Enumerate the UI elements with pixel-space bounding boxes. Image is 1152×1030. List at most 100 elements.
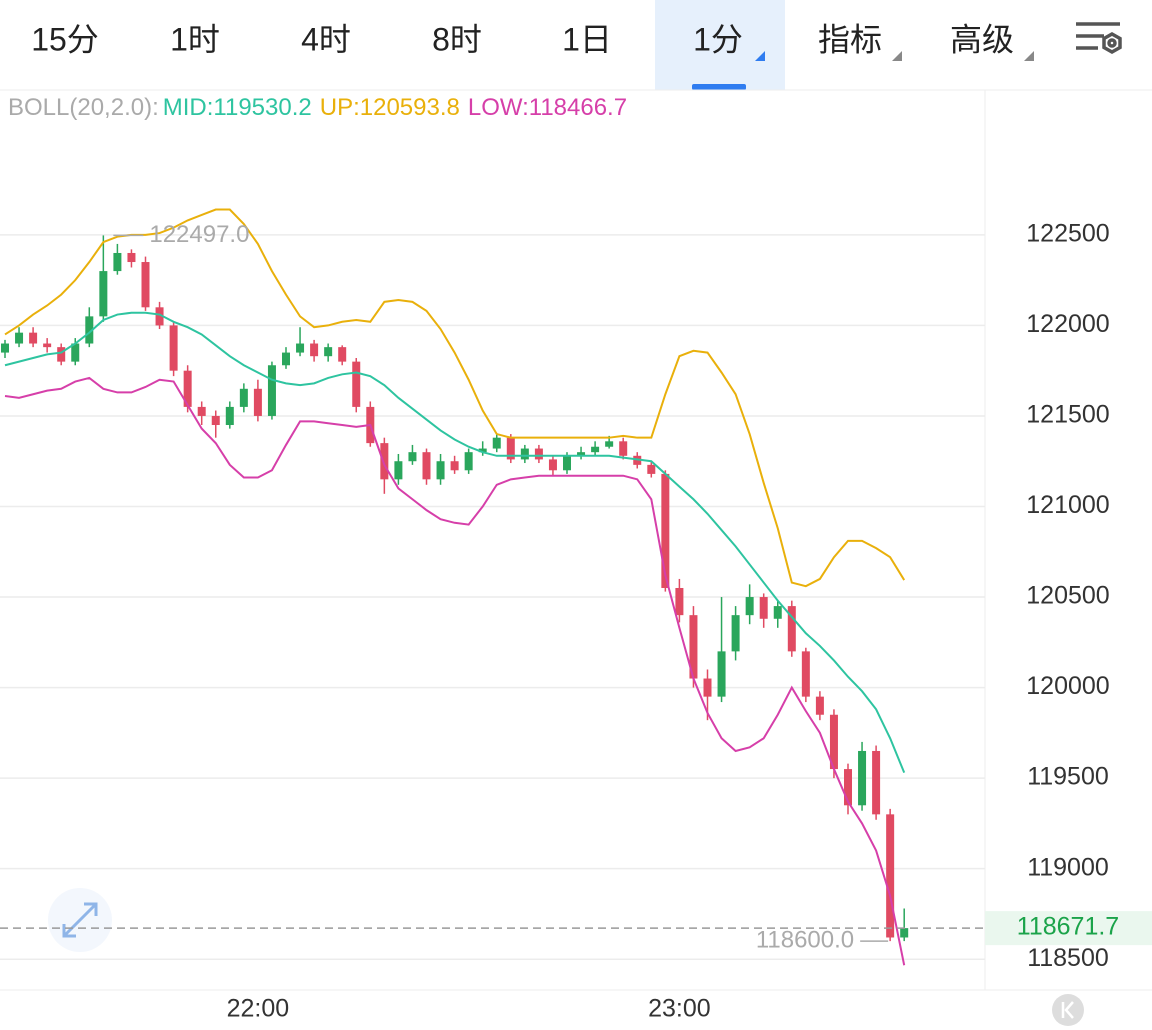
last-price-box: [985, 911, 1152, 946]
y-tick-label: 119500: [1027, 763, 1109, 791]
tab[interactable]: 4时: [301, 21, 351, 57]
candle-body: [858, 750, 867, 806]
candle-body: [127, 252, 136, 263]
legend-entry: MID:119530.2: [163, 94, 312, 121]
candle-body: [71, 343, 80, 362]
tab[interactable]: 指标: [818, 21, 882, 57]
y-tick-label: 119000: [1027, 853, 1109, 881]
candle-body: [577, 452, 586, 456]
candle-body: [211, 415, 220, 426]
boll-line: [4, 376, 906, 966]
candle-body: [591, 446, 600, 453]
annotation-label: 122497.0: [149, 221, 249, 248]
candle-body: [647, 464, 656, 474]
candle-body: [773, 606, 782, 619]
candle-body: [310, 343, 319, 357]
boll-line: [4, 311, 906, 774]
candle-body: [267, 365, 276, 416]
candle-body: [872, 750, 881, 815]
candle-body: [703, 678, 712, 697]
tab[interactable]: 1日: [562, 21, 612, 57]
candle-body: [745, 597, 754, 616]
candle-body: [478, 448, 487, 453]
candle-body: [113, 252, 122, 272]
candle-body: [886, 814, 895, 938]
candle-body: [450, 461, 459, 471]
candle-body: [759, 597, 768, 619]
dropdown-arrow: [1024, 51, 1034, 61]
candle-body: [661, 473, 670, 588]
candle-body: [844, 769, 852, 806]
candle-body: [197, 406, 206, 416]
candle-body: [829, 714, 838, 770]
candle-body: [338, 347, 347, 362]
candle-body: [57, 347, 66, 362]
candle-body: [506, 437, 515, 460]
candle-body: [394, 461, 403, 480]
candle-body: [815, 696, 824, 715]
dropdown-arrow: [892, 51, 902, 61]
candle-body: [717, 651, 726, 697]
candle-body: [900, 928, 909, 938]
active-tab-bg: [655, 0, 785, 90]
candle-body: [352, 361, 361, 407]
dropdown-arrow: [755, 51, 765, 61]
candle-body: [29, 332, 38, 344]
candle-body: [253, 388, 262, 416]
candle-body: [183, 370, 192, 407]
candle-body: [548, 459, 557, 471]
indicator-name: BOLL(20,2.0):: [8, 94, 159, 121]
x-tick-label: 23:00: [648, 995, 711, 1023]
candle-body: [99, 271, 108, 317]
candle-body: [408, 452, 417, 462]
candle-body: [675, 587, 684, 616]
candle-body: [43, 343, 52, 348]
y-tick-label: 120000: [1026, 672, 1109, 700]
candle-body: [422, 452, 431, 480]
tab[interactable]: 15分: [31, 21, 99, 57]
candle-body: [85, 316, 94, 344]
x-tick-label: 22:00: [227, 995, 290, 1023]
candle-body: [801, 651, 810, 697]
tab[interactable]: 1分: [693, 21, 743, 57]
candle-body: [492, 437, 501, 449]
candle-body: [141, 262, 150, 308]
candle-body: [731, 615, 740, 652]
candle-body: [225, 406, 234, 426]
candle-body: [689, 615, 698, 679]
candle-body: [155, 307, 164, 326]
y-tick-label: 121000: [1026, 491, 1109, 519]
legend-entry: LOW:118466.7: [468, 94, 627, 121]
candle-body: [324, 347, 333, 357]
tab[interactable]: 8时: [432, 21, 482, 57]
last-price-label: 118671.7: [1017, 913, 1119, 941]
candle-body: [282, 352, 290, 366]
y-tick-label: 122000: [1026, 310, 1109, 338]
candle-body: [239, 388, 248, 407]
candle-body: [1, 343, 9, 353]
candle-body: [563, 455, 571, 471]
annotation-label: 118600.0: [756, 926, 854, 953]
indicator-legend: BOLL(20,2.0): MID:119530.2 UP:120593.8 LOW:…: [8, 94, 627, 121]
boll-line: [4, 208, 906, 588]
legend-entry: UP:120593.8: [320, 94, 460, 121]
tab[interactable]: 高级: [950, 21, 1014, 57]
candle-body: [787, 606, 796, 652]
expand-button[interactable]: [48, 888, 112, 952]
candle-body: [605, 441, 614, 447]
candle-body: [296, 343, 305, 353]
candle-body: [534, 448, 543, 460]
y-tick-label: 121500: [1026, 401, 1109, 429]
candle-body: [619, 441, 628, 456]
candle-body: [380, 443, 389, 480]
candle-body: [15, 332, 24, 344]
scroll-start-button[interactable]: [1052, 994, 1084, 1026]
settings-icon[interactable]: [1076, 22, 1122, 55]
active-tab-indicator: [692, 84, 746, 90]
y-tick-label: 118500: [1027, 944, 1109, 972]
candle-body: [520, 448, 529, 460]
tab[interactable]: 1时: [170, 21, 220, 57]
candle-body: [169, 325, 178, 371]
y-tick-label: 120500: [1026, 582, 1109, 610]
